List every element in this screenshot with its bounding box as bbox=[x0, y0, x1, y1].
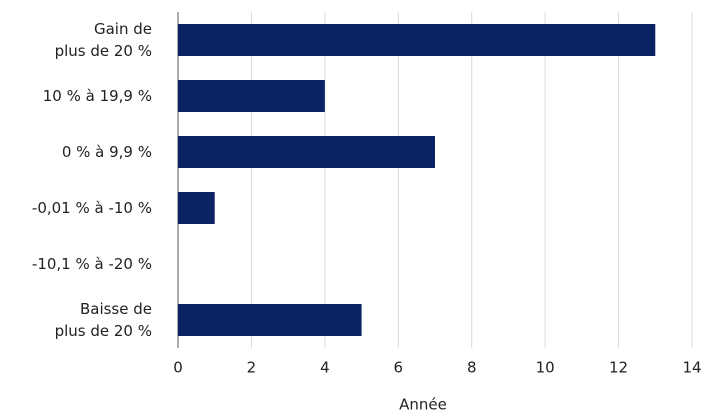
x-tick-label: 8 bbox=[467, 359, 477, 377]
x-tick-label: 14 bbox=[682, 359, 701, 377]
x-tick-label: 4 bbox=[320, 359, 330, 377]
bar bbox=[178, 24, 656, 56]
x-tick-label: 2 bbox=[247, 359, 257, 377]
y-tick-label: Baisse de plus de 20 % bbox=[54, 300, 152, 340]
bar bbox=[178, 80, 325, 112]
y-tick-label: Gain de plus de 20 % bbox=[54, 20, 152, 60]
x-tick-label: 6 bbox=[394, 359, 404, 377]
bar bbox=[178, 304, 362, 336]
y-tick-label: -10,1 % à -20 % bbox=[31, 255, 152, 273]
bar bbox=[178, 136, 435, 168]
y-tick-label: 0 % à 9,9 % bbox=[61, 143, 152, 161]
y-tick-label: -0,01 % à -10 % bbox=[31, 199, 152, 217]
x-tick-label: 12 bbox=[609, 359, 628, 377]
x-tick-label: 10 bbox=[536, 359, 555, 377]
y-tick-label: 10 % à 19,9 % bbox=[42, 87, 152, 105]
x-tick-label: 0 bbox=[173, 359, 183, 377]
x-axis-label: Année bbox=[399, 396, 447, 414]
bar bbox=[178, 192, 215, 224]
